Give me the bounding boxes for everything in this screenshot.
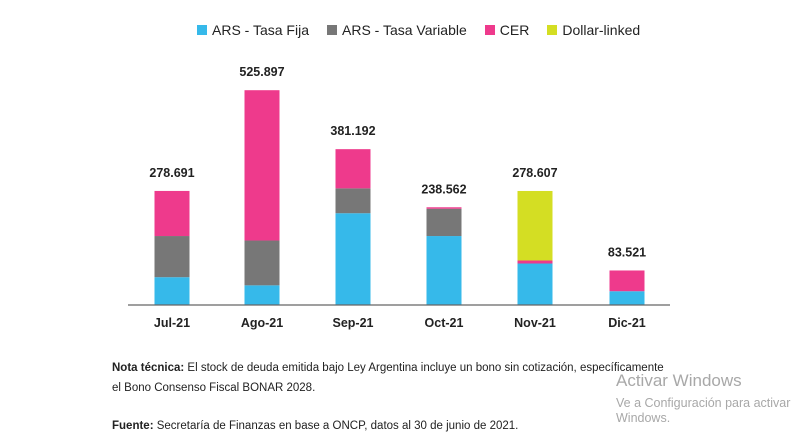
legend-swatch xyxy=(197,25,207,35)
windows-watermark-subtitle: Ve a Configuración para activar Windows. xyxy=(616,396,791,425)
x-tick-label: Nov-21 xyxy=(514,316,556,330)
total-label: 525.897 xyxy=(239,65,284,79)
legend-item: Dollar-linked xyxy=(547,22,640,38)
bar-segment xyxy=(517,260,553,264)
technical-note-label: Nota técnica: xyxy=(112,362,185,374)
bar-segment xyxy=(426,208,462,237)
x-tick-label: Sep-21 xyxy=(333,316,374,330)
total-label: 83.521 xyxy=(608,245,646,259)
legend: ARS - Tasa Fija ARS - Tasa Variable CER Dol… xyxy=(197,22,640,38)
bar-segment xyxy=(335,213,371,305)
windows-watermark-title: Activar Windows xyxy=(616,371,742,390)
legend-item: ARS - Tasa Variable xyxy=(327,22,467,38)
legend-swatch xyxy=(484,25,495,35)
x-tick-label: Oct-21 xyxy=(425,316,464,330)
legend-label: CER xyxy=(499,22,530,38)
source-text: Secretaría de Finanzas en base a ONCP, d… xyxy=(153,420,519,432)
bar-segment xyxy=(426,207,462,209)
legend-label: ARS - Tasa Variable xyxy=(342,22,467,38)
bar-segment xyxy=(154,236,190,278)
legend-item: ARS - Tasa Fija xyxy=(197,22,309,38)
x-tick-label: Ago-21 xyxy=(241,316,283,330)
legend-swatch xyxy=(327,25,337,35)
bar-segment xyxy=(426,236,462,305)
bar-segment xyxy=(154,190,190,237)
technical-note-text-2: el Bono Consenso Fiscal BONAR 2028. xyxy=(112,382,316,394)
legend-swatch xyxy=(547,25,558,35)
total-label: 278.607 xyxy=(512,166,557,180)
total-label: 381.192 xyxy=(330,124,375,138)
bar-segment xyxy=(244,90,280,241)
technical-note-text: El stock de deuda emitida bajo Ley Argen… xyxy=(184,362,664,374)
bar-segment xyxy=(154,277,190,305)
x-tick-label: Dic-21 xyxy=(608,316,646,330)
legend-item: CER xyxy=(484,22,530,38)
source-label: Fuente: xyxy=(112,420,154,432)
technical-note: Nota técnica: El stock de deuda emitida … xyxy=(112,358,664,398)
total-label: 278.691 xyxy=(149,166,194,180)
legend-label: Dollar-linked xyxy=(562,22,641,38)
bar-segment xyxy=(517,190,553,261)
bar-segment xyxy=(335,149,371,189)
bar-segment xyxy=(609,291,645,305)
total-label: 238.562 xyxy=(421,182,466,196)
bar-segment xyxy=(609,270,645,292)
bar-segment xyxy=(335,188,371,214)
legend-label: ARS - Tasa Fija xyxy=(212,22,309,38)
bar-segment xyxy=(244,285,280,305)
x-tick-label: Jul-21 xyxy=(154,316,190,330)
bar-segment xyxy=(517,263,553,305)
source-note: Fuente: Secretaría de Finanzas en base a… xyxy=(112,416,518,436)
bar-segment xyxy=(244,240,280,286)
